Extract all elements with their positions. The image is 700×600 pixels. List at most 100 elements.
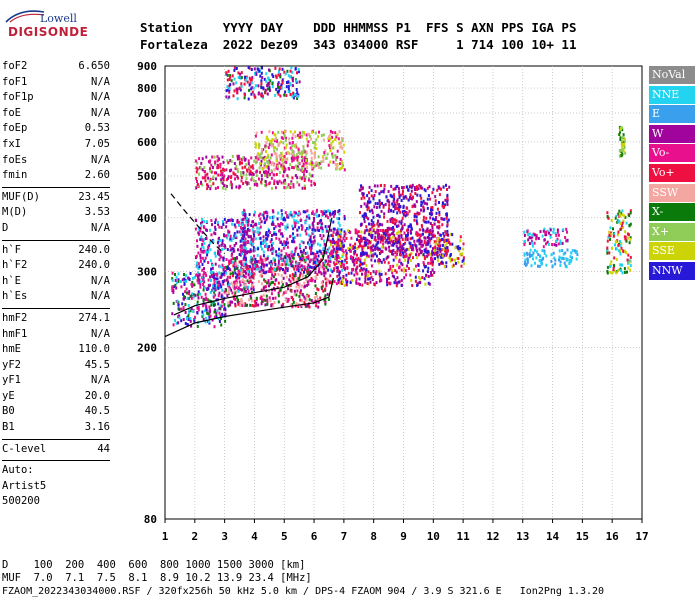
echo-point [319, 226, 322, 230]
echo-point [303, 173, 305, 177]
echo-point [289, 93, 292, 96]
echo-point [264, 156, 267, 160]
echo-point [243, 253, 246, 257]
echo-point [174, 319, 177, 322]
echo-point [282, 246, 285, 250]
echo-point [311, 161, 314, 165]
echo-point [282, 268, 284, 271]
echo-point [246, 230, 249, 234]
echo-point [425, 247, 428, 251]
echo-point [326, 152, 329, 156]
echo-point [231, 257, 234, 261]
echo-point [220, 285, 223, 289]
echo-point [306, 166, 308, 170]
echo-point [415, 187, 418, 191]
echo-point [280, 304, 283, 308]
echo-point [261, 241, 264, 245]
echo-point [203, 270, 206, 274]
param-value: 6.650 [78, 60, 110, 72]
echo-point [277, 254, 280, 258]
echo-point [307, 294, 310, 298]
echo-point [353, 259, 356, 262]
echo-point [332, 267, 335, 271]
echo-point [338, 273, 341, 277]
echo-point [236, 87, 239, 91]
echo-point [308, 242, 311, 246]
echo-point [266, 173, 269, 177]
echo-point [183, 282, 186, 286]
echo-point [258, 269, 261, 273]
echo-point [397, 240, 400, 244]
echo-point [626, 236, 629, 240]
x-tick-label: 3 [221, 530, 228, 543]
echo-point [278, 252, 281, 256]
echo-point [230, 239, 233, 242]
echo-point [272, 210, 275, 214]
echo-point [293, 289, 296, 293]
echo-point [254, 71, 256, 75]
echo-point [314, 228, 317, 232]
echo-point [606, 246, 609, 250]
echo-point [175, 275, 178, 279]
echo-point [291, 239, 294, 243]
echo-point [362, 246, 365, 250]
echo-point [224, 245, 227, 249]
echo-point [251, 267, 254, 271]
echo-point [221, 265, 224, 269]
muf-distance-row: D 100 200 400 600 800 1000 1500 3000 [km… [2, 559, 306, 571]
echo-point [395, 185, 398, 188]
echo-point [289, 146, 292, 150]
echo-point [438, 253, 441, 257]
echo-point [252, 220, 254, 224]
echo-point [274, 296, 277, 300]
echo-point [238, 272, 241, 276]
echo-point [397, 206, 400, 210]
echo-point [390, 227, 393, 230]
echo-point [266, 175, 269, 179]
echo-point [335, 253, 338, 257]
echo-point [265, 263, 268, 267]
echo-point [386, 278, 389, 281]
echo-point [537, 253, 540, 256]
echo-point [625, 221, 628, 225]
echo-point [443, 217, 446, 221]
param-value: N/A [91, 374, 110, 387]
echo-point [272, 143, 275, 147]
echo-point [199, 280, 202, 284]
echo-point [212, 182, 215, 186]
y-tick-label: 500 [137, 170, 157, 183]
echo-point [615, 247, 618, 251]
echo-point [313, 153, 316, 157]
echo-point [402, 204, 405, 208]
echo-point [523, 262, 526, 266]
echo-point [192, 295, 195, 299]
echo-point [196, 324, 199, 328]
echo-point [315, 147, 318, 151]
echo-point [266, 281, 269, 285]
echo-point [233, 243, 236, 247]
param-row: yE 20.0 [2, 390, 110, 406]
echo-point [301, 186, 304, 190]
echo-point [361, 262, 364, 266]
param-value: 40.5 [84, 405, 110, 418]
echo-point [620, 154, 623, 158]
echo-point [222, 268, 225, 272]
echo-point [457, 260, 460, 264]
echo-point [186, 296, 189, 300]
param-value: 45.5 [84, 358, 110, 371]
echo-point [619, 136, 622, 140]
echo-point [338, 212, 341, 216]
echo-point [429, 231, 431, 235]
echo-point [277, 144, 280, 148]
echo-point [290, 148, 293, 152]
echo-point [226, 282, 229, 286]
echo-point [281, 293, 284, 297]
echo-point [235, 67, 238, 70]
echo-point [428, 185, 431, 189]
echo-point [329, 149, 332, 152]
echo-point [288, 255, 291, 259]
echo-point [280, 152, 282, 156]
echo-point [292, 183, 295, 187]
echo-point [337, 269, 340, 273]
echo-point [409, 273, 412, 277]
